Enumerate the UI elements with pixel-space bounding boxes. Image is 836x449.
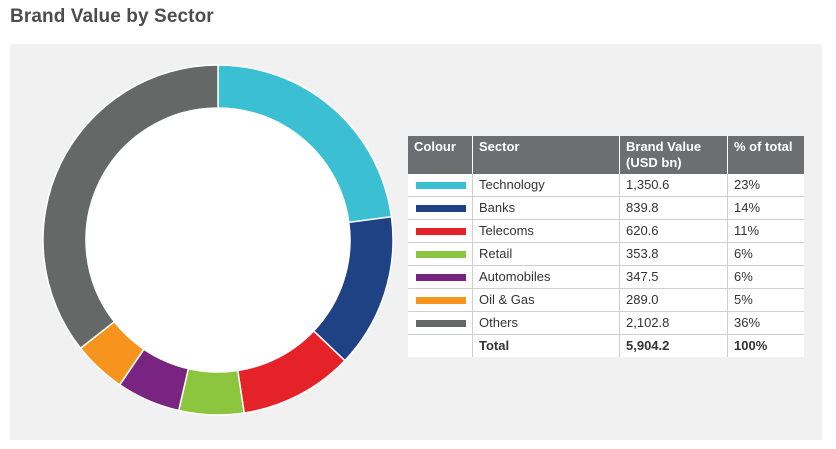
swatch-cell: [408, 242, 473, 266]
brand-value: 2,102.8: [619, 311, 728, 335]
legend-swatch-technology: [416, 182, 466, 190]
legend-row-oil-gas: Oil & Gas 289.0 5%: [408, 288, 804, 312]
swatch-cell: [408, 219, 473, 243]
legend-row-banks: Banks 839.8 14%: [408, 196, 804, 220]
total-swatch-cell: [408, 334, 473, 357]
brand-value: 839.8: [619, 196, 728, 220]
page-title: Brand Value by Sector: [10, 6, 214, 27]
brand-value: 620.6: [619, 219, 728, 243]
swatch-cell: [408, 265, 473, 289]
legend-row-technology: Technology 1,350.6 23%: [408, 174, 804, 197]
sector-label: Telecoms: [472, 219, 620, 243]
legend-row-telecoms: Telecoms 620.6 11%: [408, 219, 804, 243]
brand-value: 1,350.6: [619, 174, 728, 197]
percent-of-total: 14%: [727, 196, 804, 220]
swatch-cell: [408, 196, 473, 220]
brand-value: 353.8: [619, 242, 728, 266]
percent-of-total: 6%: [727, 242, 804, 266]
percent-of-total: 36%: [727, 311, 804, 335]
swatch-cell: [408, 311, 473, 335]
sector-label: Technology: [472, 174, 620, 197]
legend-row-retail: Retail 353.8 6%: [408, 242, 804, 266]
legend-table: Colour Sector Brand Value (USD bn) % of …: [408, 136, 804, 357]
sector-label: Retail: [472, 242, 620, 266]
legend-row-automobiles: Automobiles 347.5 6%: [408, 265, 804, 289]
sector-label: Others: [472, 311, 620, 335]
legend-swatch-automobiles: [416, 274, 466, 282]
legend-header-row: Colour Sector Brand Value (USD bn) % of …: [408, 136, 804, 174]
swatch-cell: [408, 174, 473, 197]
header-sector: Sector: [472, 136, 620, 174]
legend-swatch-banks: [416, 205, 466, 213]
total-value: 5,904.2: [619, 334, 728, 357]
legend-swatch-retail: [416, 251, 466, 259]
swatch-cell: [408, 288, 473, 312]
legend-row-others: Others 2,102.8 36%: [408, 311, 804, 335]
total-percent: 100%: [727, 334, 804, 357]
legend-swatch-telecoms: [416, 228, 466, 236]
total-row: Total 5,904.2 100%: [408, 334, 804, 357]
chart-panel: Colour Sector Brand Value (USD bn) % of …: [10, 44, 822, 440]
percent-of-total: 6%: [727, 265, 804, 289]
sector-label: Automobiles: [472, 265, 620, 289]
header-percent: % of total: [727, 136, 804, 174]
slice-retail: [177, 367, 246, 416]
header-colour: Colour: [408, 136, 473, 174]
donut-hole: [86, 108, 350, 372]
brand-value: 347.5: [619, 265, 728, 289]
header-brand-value: Brand Value (USD bn): [619, 136, 728, 174]
sector-label: Oil & Gas: [472, 288, 620, 312]
donut-chart: [42, 64, 394, 416]
legend-swatch-others: [416, 320, 466, 328]
total-label: Total: [472, 334, 620, 357]
sector-label: Banks: [472, 196, 620, 220]
legend-body: Technology 1,350.6 23% Banks 839.8 14% Telecom…: [408, 174, 804, 357]
percent-of-total: 5%: [727, 288, 804, 312]
percent-of-total: 11%: [727, 219, 804, 243]
brand-value: 289.0: [619, 288, 728, 312]
percent-of-total: 23%: [727, 174, 804, 197]
legend-swatch-oil-gas: [416, 297, 466, 305]
